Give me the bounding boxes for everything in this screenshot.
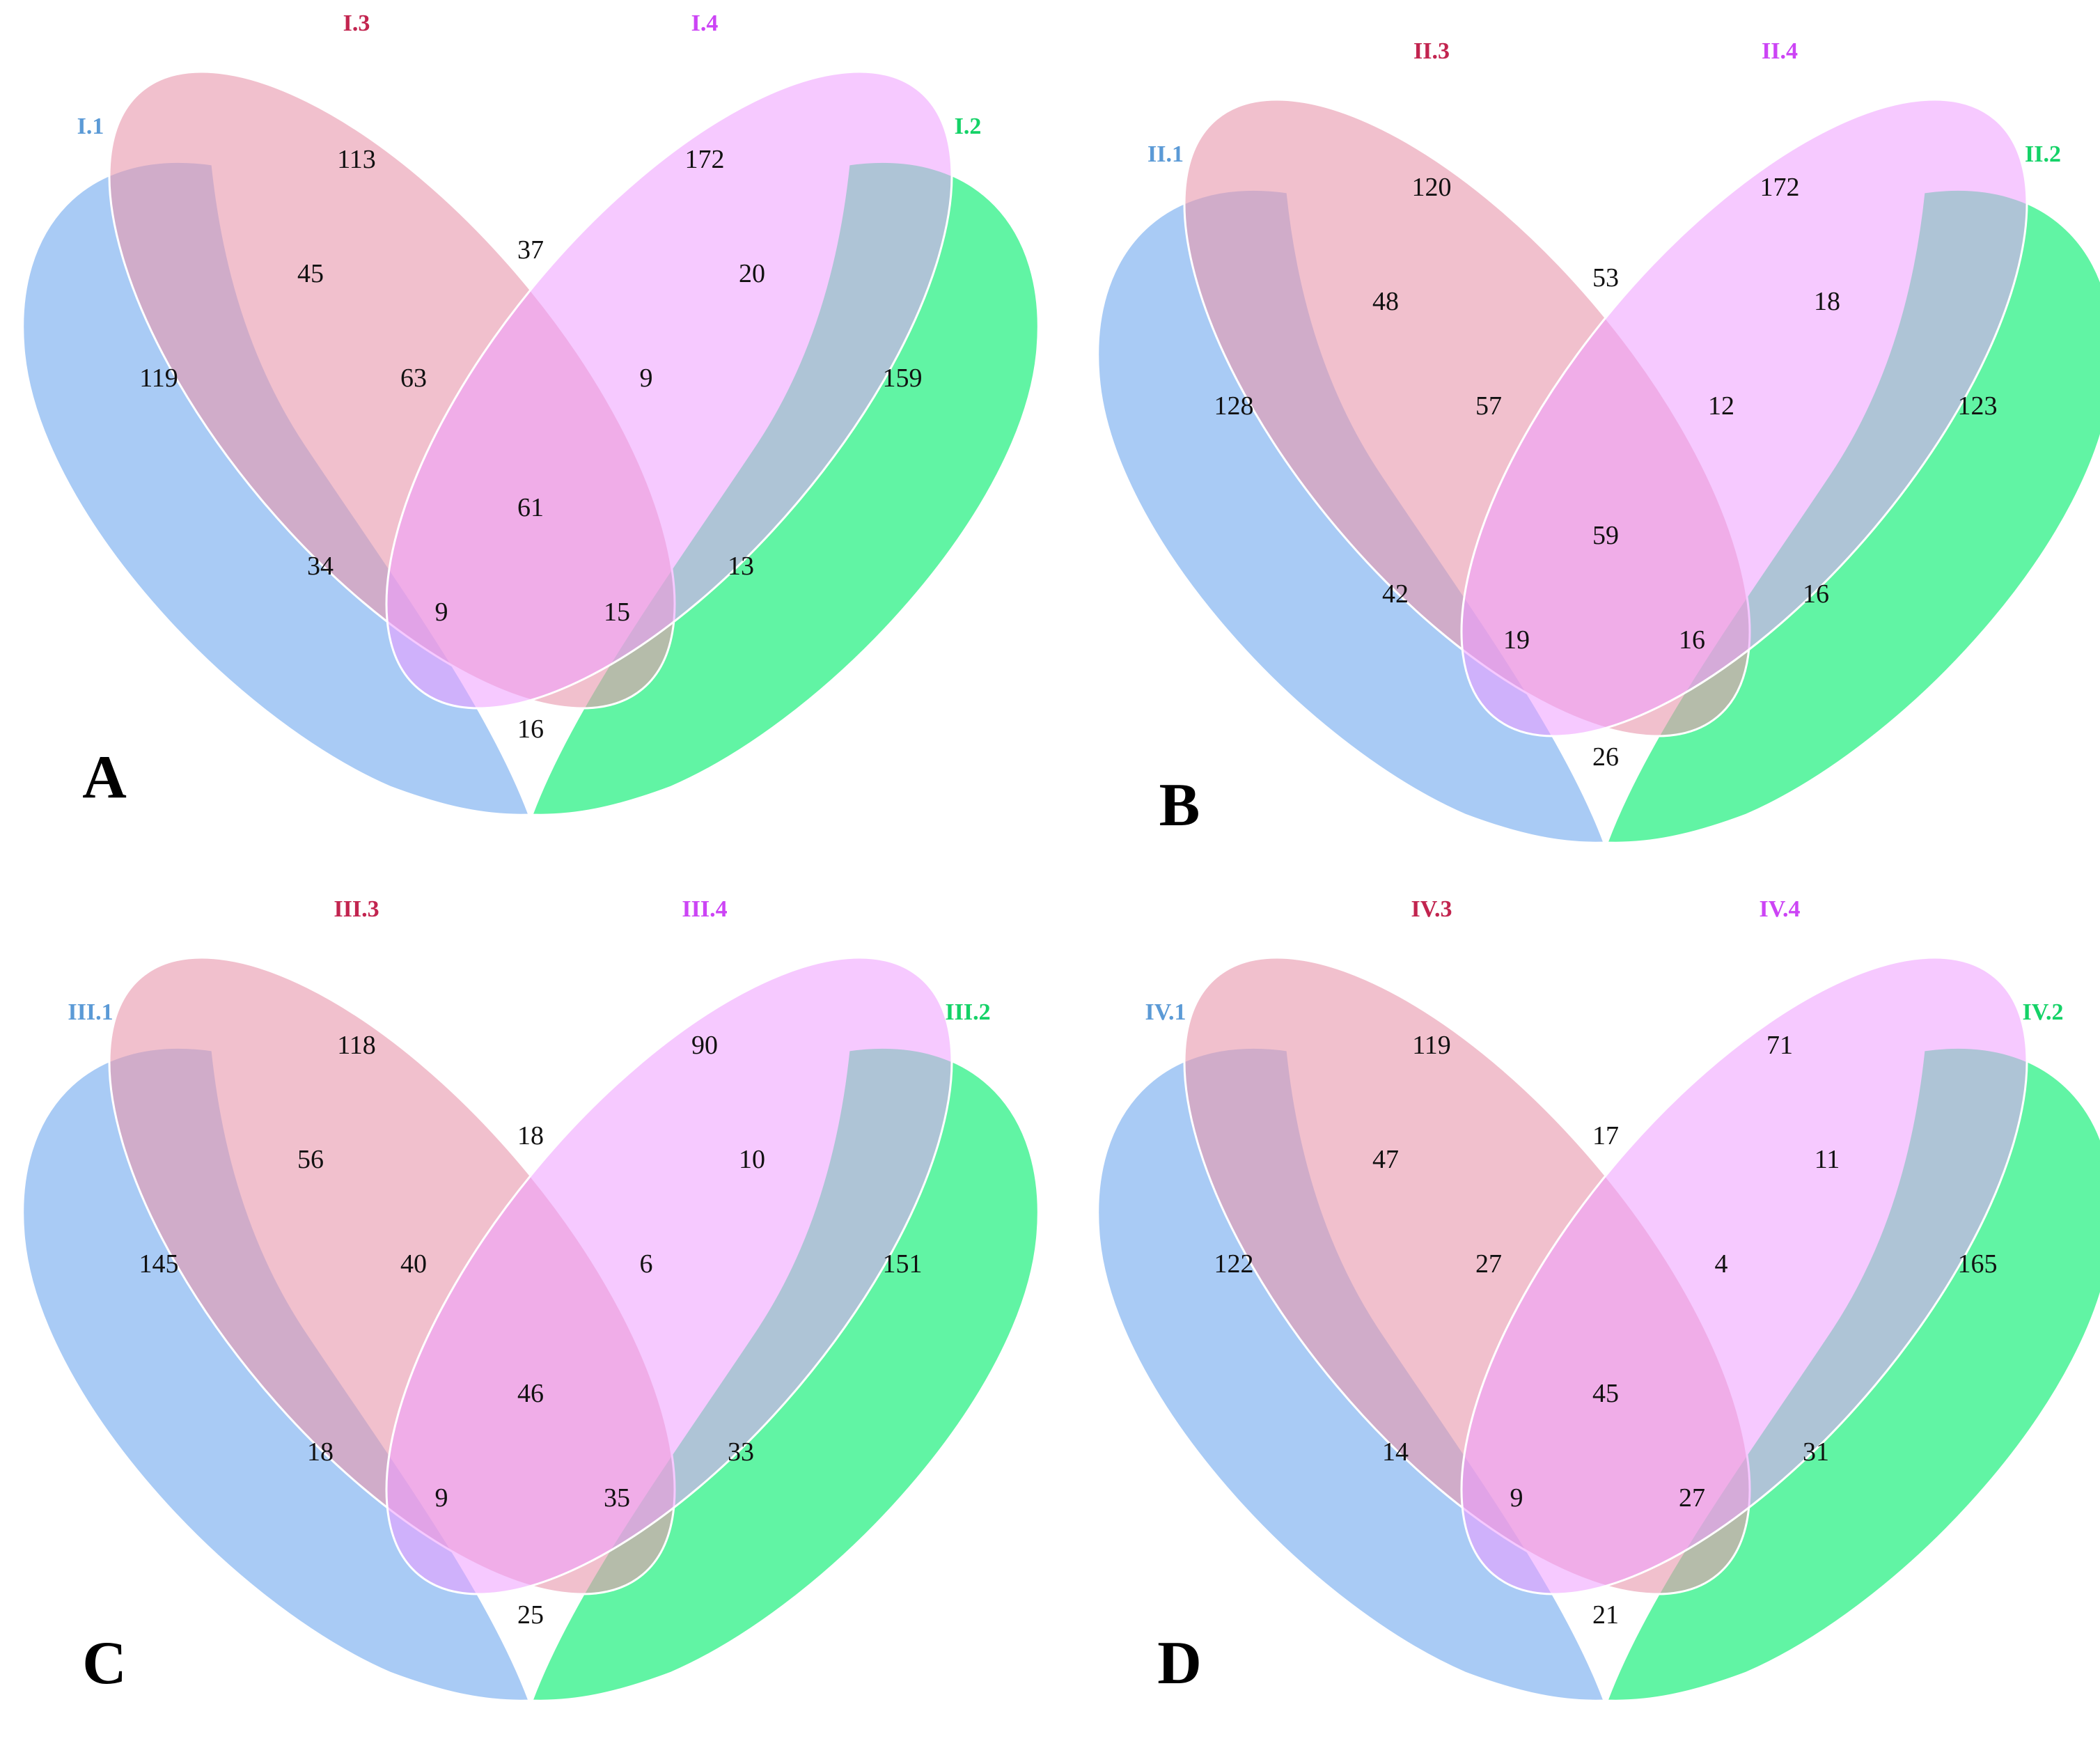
region-count-r34: 37 [517,235,544,265]
region-count-r12: 21 [1592,1600,1619,1630]
region-count-r124: 9 [435,1483,448,1513]
region-count-only2: 159 [883,364,923,393]
set-label-2: II.2 [2025,141,2061,167]
region-count-r24: 18 [1814,287,1840,316]
region-count-r124: 9 [1510,1483,1523,1513]
set-label-4: III.4 [682,896,727,922]
region-count-r12: 25 [517,1600,544,1630]
venn-sets [22,70,1040,816]
region-count-r34: 18 [517,1121,544,1150]
region-count-only4: 172 [1760,173,1800,202]
set-4-shape [1460,956,2028,1595]
region-count-r13: 48 [1372,287,1399,316]
region-count-r13: 56 [297,1145,324,1174]
region-count-only1: 122 [1214,1249,1254,1279]
venn-panel-a: I.1 I.2 I.3 I.4 119 159 113 172 45 37 20 63 9 61 34 13 9… [22,10,1040,816]
region-count-r34: 53 [1592,263,1619,292]
region-count-only1: 128 [1214,391,1254,421]
region-count-r1234: 45 [1592,1379,1619,1408]
region-count-only3: 119 [1412,1031,1451,1060]
region-count-r14: 18 [307,1437,334,1467]
set-label-3: IV.3 [1411,896,1452,922]
region-count-r23: 16 [1803,579,1829,609]
set-4-shape [385,956,953,1595]
panel-letter: A [82,744,127,811]
region-count-r134: 57 [1475,391,1502,421]
set-label-1: IV.1 [1145,999,1186,1025]
region-count-only4: 71 [1766,1031,1793,1060]
region-count-r234: 6 [640,1249,653,1279]
set-label-2: III.2 [945,999,990,1025]
region-count-only1: 119 [139,364,178,393]
region-count-r12: 26 [1592,742,1619,772]
region-count-only3: 118 [337,1031,376,1060]
region-count-r1234: 46 [517,1379,544,1408]
region-count-r14: 42 [1382,579,1409,609]
region-count-r123: 15 [604,598,630,627]
region-count-r124: 19 [1503,625,1530,655]
venn-panel-d: IV.1 IV.2 IV.3 IV.4 122 165 119 71 47 17 11 27 4 45 14… [1097,896,2100,1702]
region-count-only1: 145 [139,1249,179,1279]
set-4-shape [1460,98,2028,737]
venn-panel-c: III.1 III.2 III.3 III.4 145 151 118 90 56 18 10 40 6… [22,896,1040,1702]
region-count-only2: 151 [883,1249,923,1279]
region-count-r24: 10 [739,1145,765,1174]
region-count-r134: 63 [400,364,427,393]
venn-sets [1097,98,2100,844]
region-count-r1234: 61 [517,493,544,522]
region-count-r1234: 59 [1592,521,1619,550]
region-count-r14: 14 [1382,1437,1409,1467]
set-label-2: IV.2 [2023,999,2064,1025]
region-count-r13: 47 [1372,1145,1399,1174]
region-count-r23: 33 [728,1437,754,1467]
set-label-2: I.2 [955,114,982,139]
venn-sets [22,956,1040,1702]
region-count-only2: 165 [1958,1249,1998,1279]
region-count-r134: 27 [1475,1249,1502,1279]
set-label-3: I.3 [343,10,370,36]
set-label-4: IV.4 [1760,896,1801,922]
set-label-3: III.3 [334,896,379,922]
region-count-r234: 4 [1715,1249,1728,1279]
region-count-r123: 16 [1679,625,1705,655]
set-label-1: I.1 [77,114,104,139]
region-count-r23: 13 [728,552,754,581]
set-label-3: II.3 [1413,38,1450,64]
region-count-r234: 9 [640,364,653,393]
region-count-r124: 9 [435,598,448,627]
set-label-4: I.4 [691,10,719,36]
venn-panel-b: II.1 II.2 II.3 II.4 128 123 120 172 48 53 18 57 12 59… [1097,38,2100,844]
region-count-r24: 11 [1815,1145,1840,1174]
panel-letter: B [1159,772,1200,839]
panel-letter: C [82,1630,127,1697]
region-count-only3: 120 [1412,173,1452,202]
set-label-4: II.4 [1762,38,1798,64]
panel-letter: D [1157,1630,1202,1697]
region-count-r34: 17 [1592,1121,1619,1150]
region-count-only4: 172 [685,145,725,174]
region-count-r14: 34 [307,552,334,581]
region-count-only4: 90 [691,1031,718,1060]
venn-sets [1097,956,2100,1702]
region-count-r134: 40 [400,1249,427,1279]
region-count-r123: 35 [604,1483,630,1513]
region-count-r23: 31 [1803,1437,1829,1467]
region-count-r234: 12 [1708,391,1734,421]
region-count-r12: 16 [517,715,544,744]
set-4-shape [385,70,953,710]
region-count-r123: 27 [1679,1483,1705,1513]
set-label-1: III.1 [68,999,113,1025]
region-count-r24: 20 [739,259,765,288]
region-count-r13: 45 [297,259,324,288]
region-count-only2: 123 [1958,391,1998,421]
set-label-1: II.1 [1147,141,1184,167]
region-count-only3: 113 [337,145,376,174]
